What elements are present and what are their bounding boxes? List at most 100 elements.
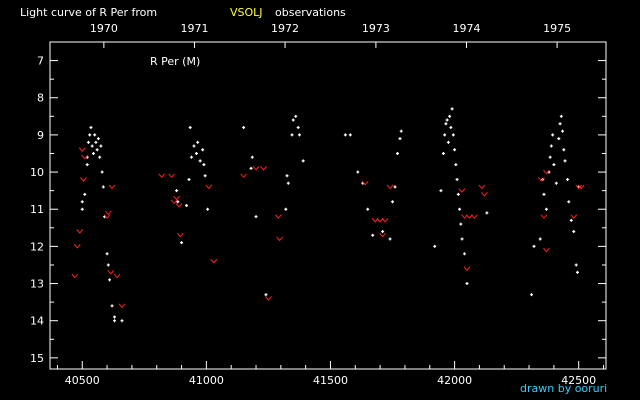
fainter-than-mark — [158, 173, 166, 179]
year-label: 1974 — [453, 22, 481, 35]
observation-point — [206, 207, 210, 211]
observation-point — [443, 133, 447, 137]
observation-point — [290, 133, 294, 137]
observation-point — [96, 137, 100, 141]
observation-point — [185, 204, 189, 207]
observation-point — [86, 140, 90, 144]
observation-point — [202, 163, 206, 167]
observation-point — [575, 270, 579, 274]
observation-point — [105, 252, 109, 256]
observation-point — [93, 133, 97, 137]
y-tick-label: 12 — [30, 240, 44, 253]
observation-point — [100, 170, 104, 174]
observation-point — [465, 282, 469, 286]
fainter-than-mark — [71, 273, 79, 279]
observation-point — [286, 181, 290, 185]
observation-point — [459, 222, 463, 226]
credit-text: drawn by ooruri — [520, 382, 607, 395]
observation-point — [453, 148, 457, 152]
y-tick-label: 14 — [30, 315, 44, 328]
observation-point — [458, 207, 462, 211]
fainter-than-mark — [543, 247, 550, 253]
observation-point — [98, 155, 102, 159]
fainter-than-mark — [170, 199, 178, 205]
fainter-than-mark — [80, 177, 87, 182]
observation-point — [448, 114, 452, 118]
observation-point — [88, 133, 92, 137]
fainter-than-mark — [577, 184, 585, 190]
observation-point — [574, 263, 578, 267]
fainter-than-mark — [478, 184, 486, 190]
y-tick-label: 9 — [37, 129, 44, 142]
fainter-than-mark — [480, 192, 488, 197]
fainter-than-mark — [103, 214, 111, 219]
observation-point — [264, 293, 268, 297]
y-tick-label: 8 — [37, 92, 44, 105]
fainter-than-mark — [252, 166, 260, 171]
observation-point — [297, 133, 301, 137]
observation-point — [187, 177, 191, 181]
fainter-than-mark — [210, 258, 218, 264]
observation-point — [194, 151, 198, 155]
observation-point — [538, 237, 542, 241]
fainter-than-mark — [386, 184, 394, 190]
observation-point — [198, 159, 202, 163]
observation-point — [549, 144, 553, 148]
observation-point — [94, 140, 98, 144]
observation-point — [396, 151, 399, 155]
fainter-than-mark — [461, 214, 468, 219]
observation-point — [85, 163, 89, 167]
observation-point — [557, 137, 561, 141]
fainter-than-mark — [76, 229, 84, 234]
x-tick-label: 42500 — [561, 374, 596, 387]
fainter-than-mark — [570, 214, 578, 219]
fainter-than-mark — [540, 214, 548, 219]
observation-point — [456, 192, 460, 196]
observation-point — [554, 181, 558, 185]
observation-point — [83, 192, 87, 196]
fainter-than-mark — [107, 270, 115, 275]
fainter-than-mark — [176, 232, 184, 238]
chart-title: R Per (M) — [150, 55, 200, 68]
observation-point — [284, 207, 288, 211]
axis-tick-labels: 40500 41000 41500 42000 42500 1970 1971 1972 197… — [30, 22, 596, 387]
fainter-than-mark — [463, 266, 471, 271]
axis-ticks — [50, 42, 606, 369]
observation-point — [90, 144, 94, 148]
fainter-than-mark — [260, 166, 267, 171]
fainter-than-mark — [173, 195, 180, 201]
fainter-than-mark — [458, 188, 466, 193]
fainter-than-mark — [471, 214, 478, 219]
header-prefix: Light curve of R Per from — [20, 6, 157, 19]
observation-point — [381, 230, 385, 234]
observation-point — [561, 129, 565, 133]
observation-point — [201, 148, 205, 152]
year-label: 1971 — [180, 22, 208, 35]
fainter-than-mark — [265, 296, 272, 301]
observation-point — [95, 148, 99, 152]
year-label: 1975 — [543, 22, 571, 35]
x-tick-label: 42000 — [437, 374, 472, 387]
observation-point — [552, 163, 556, 167]
x-tick-label: 41000 — [189, 374, 224, 387]
observation-point — [294, 114, 298, 118]
observation-point — [371, 233, 375, 237]
fainter-than-mark — [108, 184, 116, 190]
observation-point — [548, 155, 552, 159]
header-source: VSOLJ — [230, 6, 263, 19]
observation-point — [460, 237, 464, 241]
fainter-than-mark — [113, 273, 121, 279]
observation-point — [542, 192, 546, 196]
x-tick-label: 40500 — [65, 374, 100, 387]
y-tick-label: 10 — [30, 166, 44, 179]
fainter-than-mark — [361, 180, 369, 186]
fainter-than-mark — [274, 214, 282, 219]
observation-point — [189, 155, 193, 159]
observation-point — [175, 189, 179, 193]
observation-point — [544, 207, 548, 211]
fainter-than-mark — [104, 210, 112, 216]
observation-point — [120, 319, 124, 323]
observation-point — [285, 174, 289, 178]
